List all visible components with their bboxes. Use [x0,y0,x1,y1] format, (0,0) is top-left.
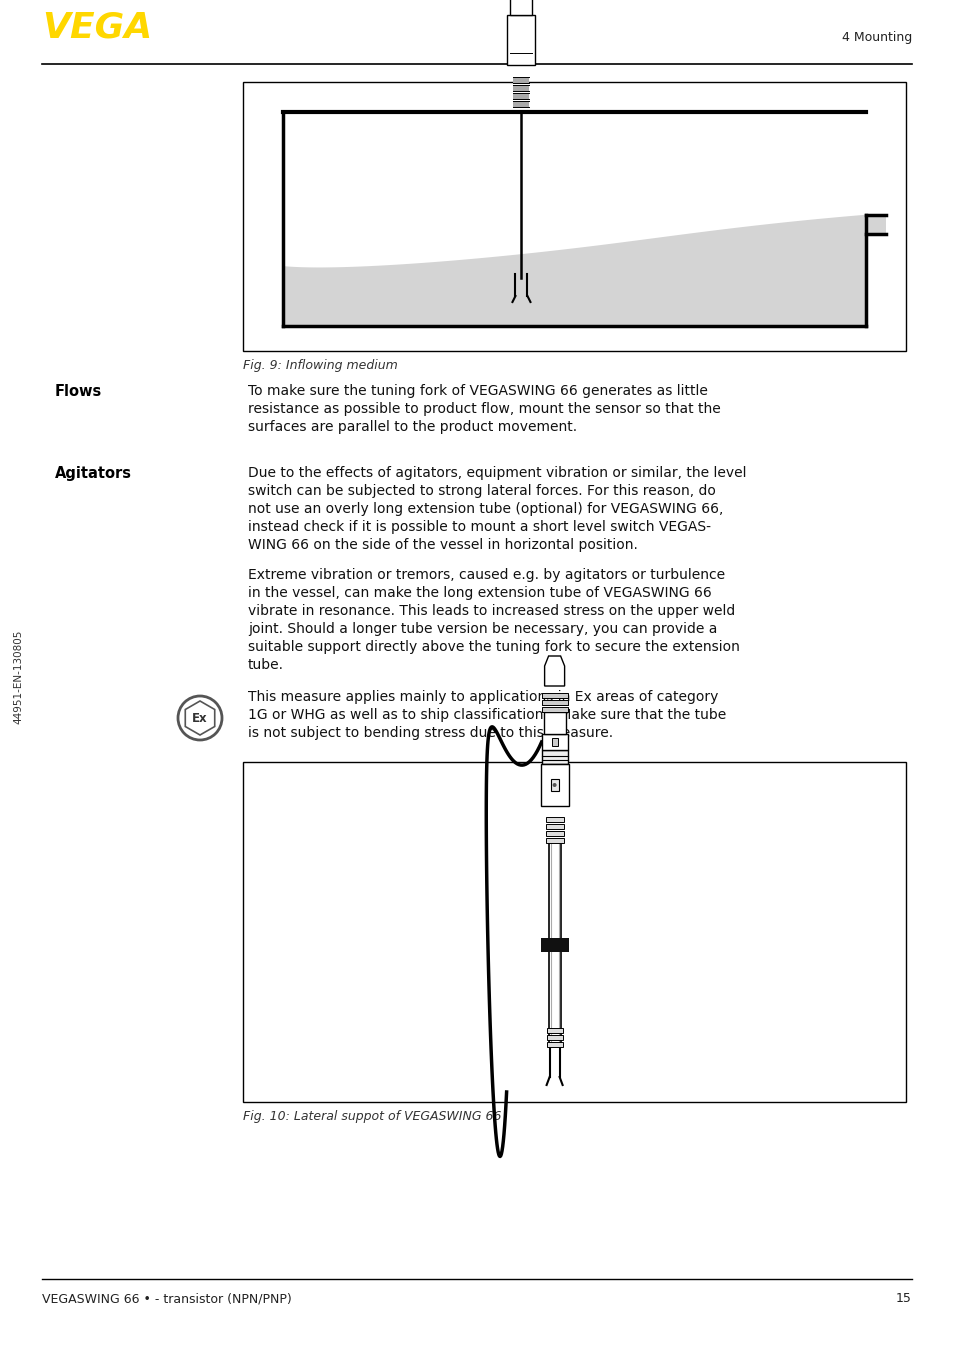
Bar [510,0,532,15]
Bar [546,1034,562,1040]
Bar [545,831,563,835]
Text: surfaces are parallel to the product movement.: surfaces are parallel to the product mov… [248,420,577,435]
Bar [546,1028,562,1033]
Bar [540,764,568,806]
Text: switch can be subjected to strong lateral forces. For this reason, do: switch can be subjected to strong latera… [248,483,715,498]
Text: To make sure the tuning fork of VEGASWING 66 generates as little: To make sure the tuning fork of VEGASWIN… [248,385,707,398]
Bar [243,762,905,1102]
Text: 15: 15 [895,1292,911,1305]
Bar [541,707,567,712]
Text: Agitators: Agitators [55,466,132,481]
Circle shape [178,696,222,741]
Bar [545,825,563,829]
Text: Extreme vibration or tremors, caused e.g. by agitators or turbulence: Extreme vibration or tremors, caused e.g… [248,567,724,582]
Bar [507,15,535,65]
Text: Fig. 10: Lateral suppot of VEGASWING 66: Fig. 10: Lateral suppot of VEGASWING 66 [243,1110,501,1122]
Text: suitable support directly above the tuning fork to secure the extension: suitable support directly above the tuni… [248,640,740,654]
Text: instead check if it is possible to mount a short level switch VEGAS-: instead check if it is possible to mount… [248,520,710,533]
Text: 44951-EN-130805: 44951-EN-130805 [13,630,23,724]
Text: not use an overly long extension tube (optional) for VEGASWING 66,: not use an overly long extension tube (o… [248,502,722,516]
Bar [541,700,567,705]
Text: Fig. 9: Inflowing medium: Fig. 9: Inflowing medium [243,359,397,372]
Text: vibrate in resonance. This leads to increased stress on the upper weld: vibrate in resonance. This leads to incr… [248,604,735,617]
Bar [541,750,567,764]
Bar [540,938,568,952]
Text: Flows: Flows [55,385,102,399]
Polygon shape [283,215,885,326]
Bar [541,734,567,750]
Circle shape [552,783,556,787]
Text: Due to the effects of agitators, equipment vibration or similar, the level: Due to the effects of agitators, equipme… [248,466,745,481]
Bar [513,93,529,99]
Bar [546,1043,562,1047]
Bar [545,838,563,844]
Bar [543,712,565,734]
Text: VEGA: VEGA [42,9,152,43]
Text: VEGASWING 66 • - transistor (NPN/PNP): VEGASWING 66 • - transistor (NPN/PNP) [42,1292,292,1305]
Bar [513,85,529,91]
Bar [550,779,558,791]
Text: 4 Mounting: 4 Mounting [841,31,911,43]
Text: resistance as possible to product flow, mount the sensor so that the: resistance as possible to product flow, … [248,402,720,416]
Text: WING 66 on the side of the vessel in horizontal position.: WING 66 on the side of the vessel in hor… [248,538,638,552]
Text: in the vessel, can make the long extension tube of VEGASWING 66: in the vessel, can make the long extensi… [248,586,711,600]
Text: joint. Should a longer tube version be necessary, you can provide a: joint. Should a longer tube version be n… [248,621,717,636]
Text: 1G or WHG as well as to ship classifications. Make sure that the tube: 1G or WHG as well as to ship classificat… [248,708,725,722]
Bar [513,77,529,83]
Text: Ex: Ex [192,711,208,724]
Text: tube.: tube. [248,658,284,672]
Text: is not subject to bending stress due to this measure.: is not subject to bending stress due to … [248,726,613,741]
Bar [513,102,529,107]
Polygon shape [544,655,564,686]
Text: This measure applies mainly to applications in Ex areas of category: This measure applies mainly to applicati… [248,691,718,704]
Bar [551,738,557,746]
Bar [545,816,563,822]
Bar [243,83,905,351]
Bar [541,693,567,699]
